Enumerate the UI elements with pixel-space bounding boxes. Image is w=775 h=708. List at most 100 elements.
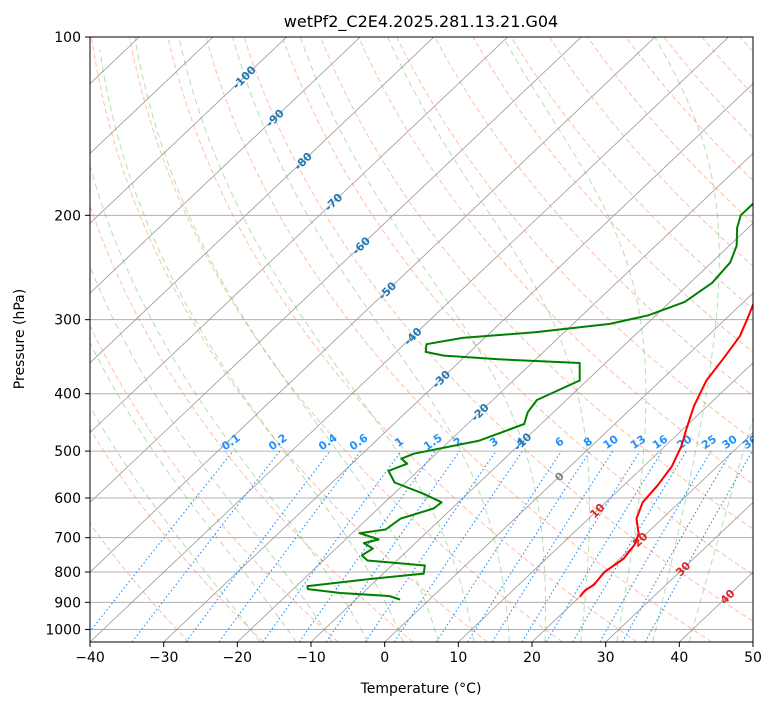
moist-adiabat (387, 37, 590, 642)
dry-adiabat (90, 427, 264, 642)
dry-adiabat (358, 37, 753, 485)
moist-adiabat (232, 37, 510, 642)
isotherm-line (458, 362, 753, 642)
mixing-ratio-label: 16 (650, 432, 670, 452)
mixing-ratio-line (467, 450, 591, 642)
x-axis-title: Temperature (°C) (360, 681, 482, 697)
dry-adiabat (434, 37, 753, 397)
mixing-ratio-line (545, 450, 663, 642)
mixing-ratio-line (325, 450, 461, 642)
mixing-ratio-label: 10 (601, 432, 621, 452)
x-tick-label: 0 (380, 650, 389, 666)
y-tick-label: 1000 (45, 622, 81, 638)
y-tick-label: 700 (54, 531, 81, 547)
plot-frame (89, 36, 754, 643)
background-lines (0, 37, 753, 642)
mixing-ratio-line (644, 450, 753, 642)
dry-adiabat (243, 37, 753, 622)
mixing-ratio-line (218, 450, 362, 642)
dry-adiabat (91, 37, 488, 642)
dry-adiabat (625, 37, 753, 182)
isotherm-line (90, 37, 287, 224)
moist-adiabat (134, 37, 439, 642)
mixing-ratio-label: 0.4 (316, 431, 340, 453)
temperature-profile (579, 302, 753, 598)
dry-adiabat (90, 522, 190, 642)
moist-adiabat (299, 37, 546, 642)
mixing-ratio-line (90, 450, 234, 633)
x-tick-label: −10 (296, 650, 326, 666)
isotherm-line (90, 37, 656, 573)
dewpoint-profile (306, 202, 753, 601)
moist-adiabat (178, 37, 475, 642)
y-tick-label: 100 (54, 30, 81, 46)
dry-adiabat (587, 37, 753, 224)
x-tick-label: −30 (149, 650, 179, 666)
isotherm-line (0, 37, 66, 642)
dry-adiabat (663, 37, 753, 139)
mixing-ratio-label: 0.2 (266, 431, 289, 453)
chart-title: wetPf2_C2E4.2025.281.13.21.G04 (284, 12, 558, 32)
moist-adiabat (90, 405, 261, 642)
y-tick-label: 600 (54, 491, 81, 507)
mixing-ratio-label: 0.1 (219, 431, 242, 453)
x-tick-label: 10 (449, 650, 467, 666)
isotherm-line (605, 501, 753, 642)
isotherm-line (237, 152, 753, 642)
mixing-ratio-line (131, 450, 281, 642)
mixing-ratio-label: 13 (628, 433, 648, 452)
dry-adiabat (90, 204, 414, 642)
isotherm-line (90, 37, 508, 434)
mixing-ratio-line (599, 450, 712, 642)
mixing-ratio-label: 0.6 (347, 431, 371, 453)
y-tick-label: 400 (54, 387, 81, 403)
isotherm-line (90, 37, 729, 642)
isotherm-line (90, 37, 582, 503)
y-tick-label: 500 (54, 444, 81, 460)
moist-adiabat (688, 415, 753, 642)
x-tick-label: −20 (223, 650, 253, 666)
isotherm-line (384, 292, 753, 642)
mixing-ratio-line (364, 450, 497, 642)
isotherm-line (90, 37, 435, 364)
moist-adiabat (652, 37, 720, 642)
dry-adiabat (319, 37, 753, 530)
mixing-ratio-line (621, 450, 733, 642)
x-tick-label: 20 (523, 650, 541, 666)
dry-adiabat (90, 324, 339, 642)
x-tick-label: −40 (75, 650, 105, 666)
mixing-ratio-label: 6 (553, 435, 567, 450)
x-tick-label: 50 (744, 650, 762, 666)
isotherm-line (90, 37, 214, 155)
mixing-ratio-label: 30 (720, 432, 740, 452)
moist-adiabat (90, 341, 297, 642)
y-tick-label: 800 (54, 565, 81, 581)
mixing-ratio-label: 36 (740, 432, 760, 452)
moist-adiabat (99, 49, 404, 642)
isotherm-line (752, 641, 753, 642)
dry-adiabat (396, 37, 753, 441)
dry-adiabat (281, 37, 753, 576)
dry-adiabat (548, 37, 753, 267)
y-tick-label: 200 (54, 208, 81, 224)
moist-adiabat (90, 163, 369, 642)
isotherm-line (531, 432, 753, 642)
mixing-ratio-line (393, 450, 524, 642)
dry-adiabat (510, 37, 753, 310)
mixing-ratio-line (298, 450, 436, 642)
moist-adiabat (90, 265, 333, 642)
dry-adiabat (472, 37, 753, 353)
y-tick-label: 900 (54, 595, 81, 611)
isotherm-line (90, 37, 361, 294)
mixing-ratio-line (521, 450, 641, 642)
dry-adiabat (129, 37, 563, 642)
mixing-ratio-label: 25 (699, 433, 719, 452)
dry-adiabat-bold (0, 37, 2, 642)
mixing-ratio-line (262, 450, 402, 642)
y-tick-label: 300 (54, 313, 81, 329)
x-axis: −40 −30 −20 −10 0 10 20 30 40 50 (75, 642, 762, 666)
x-tick-label: 40 (670, 650, 688, 666)
isotherm-line (163, 83, 753, 642)
y-axis-title: Pressure (hPa) (12, 289, 28, 389)
